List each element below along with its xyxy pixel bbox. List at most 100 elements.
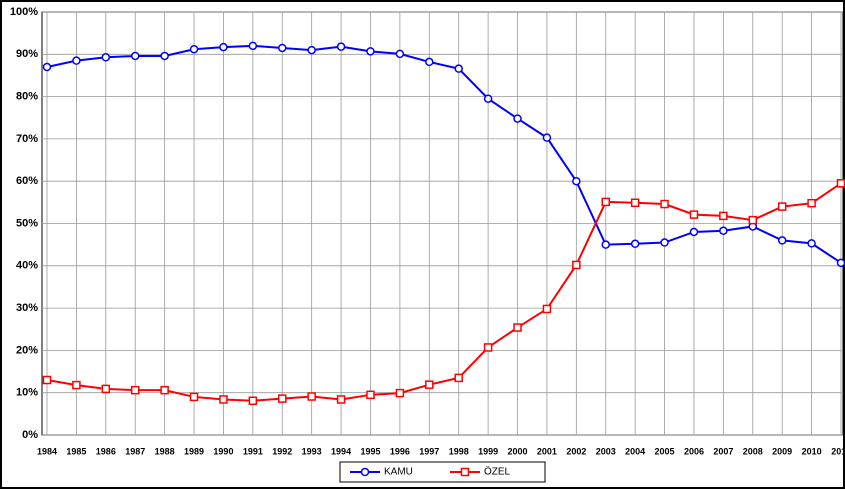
x-tick-label: 1986 bbox=[96, 446, 116, 456]
point bbox=[278, 394, 287, 403]
point bbox=[307, 392, 316, 401]
x-tick-label: 1992 bbox=[272, 446, 292, 456]
point bbox=[748, 215, 758, 225]
y-tick-label: 60% bbox=[16, 175, 38, 187]
point bbox=[307, 45, 316, 55]
legend-label: KAMU bbox=[384, 467, 413, 478]
x-tick-label: 2006 bbox=[684, 446, 704, 456]
point bbox=[72, 380, 81, 390]
y-tick-label: 30% bbox=[16, 302, 38, 314]
legend-marker bbox=[460, 467, 470, 477]
legend-label: ÖZEL bbox=[484, 466, 511, 478]
y-tick-label: 20% bbox=[16, 344, 38, 356]
point bbox=[836, 258, 845, 268]
x-tick-label: 2003 bbox=[596, 446, 616, 456]
point bbox=[601, 240, 610, 249]
x-tick-label: 2005 bbox=[655, 446, 675, 456]
point bbox=[130, 51, 140, 61]
point bbox=[366, 47, 375, 56]
point bbox=[777, 236, 787, 245]
x-tick-label: 1988 bbox=[155, 446, 175, 456]
point bbox=[160, 51, 169, 61]
x-tick-label: 2011 bbox=[831, 446, 845, 456]
x-tick-label: 1995 bbox=[360, 446, 380, 456]
point bbox=[248, 396, 258, 405]
x-tick-label: 1993 bbox=[302, 446, 322, 456]
x-tick-label: 1984 bbox=[37, 446, 57, 456]
point bbox=[101, 384, 111, 394]
y-tick-label: 50% bbox=[16, 217, 38, 229]
x-tick-label: 2002 bbox=[566, 446, 586, 456]
point bbox=[395, 49, 405, 59]
x-tick-label: 1989 bbox=[184, 446, 204, 456]
point bbox=[72, 56, 81, 65]
point bbox=[513, 114, 522, 123]
point bbox=[425, 57, 434, 67]
x-tick-label: 1991 bbox=[243, 446, 263, 456]
point bbox=[42, 62, 52, 72]
x-tick-label: 2004 bbox=[625, 446, 645, 456]
x-tick-label: 1997 bbox=[419, 446, 439, 456]
point bbox=[513, 323, 522, 332]
point bbox=[101, 53, 111, 62]
point bbox=[483, 94, 493, 103]
point bbox=[189, 392, 199, 402]
x-tick-label: 2001 bbox=[537, 446, 557, 456]
x-tick-label: 1994 bbox=[331, 446, 351, 456]
x-tick-label: 1990 bbox=[213, 446, 233, 456]
point bbox=[572, 176, 581, 186]
x-tick-label: 2009 bbox=[772, 446, 792, 456]
x-tick-label: 1996 bbox=[390, 446, 410, 456]
y-tick-label: 90% bbox=[16, 48, 38, 60]
point bbox=[336, 395, 346, 404]
point bbox=[719, 211, 728, 221]
x-tick-label: 1985 bbox=[66, 446, 86, 456]
point bbox=[189, 44, 199, 54]
y-tick-label: 100% bbox=[10, 6, 38, 18]
point bbox=[807, 239, 816, 248]
point bbox=[160, 385, 169, 395]
point bbox=[542, 133, 552, 142]
point bbox=[660, 238, 669, 247]
point bbox=[719, 226, 728, 235]
point bbox=[395, 388, 405, 398]
point bbox=[807, 198, 816, 208]
series-line bbox=[46, 44, 842, 264]
x-tick-label: 2007 bbox=[713, 446, 733, 456]
x-tick-label: 2010 bbox=[802, 446, 822, 456]
x-tick-label: 2000 bbox=[508, 446, 528, 456]
series-line bbox=[46, 182, 842, 402]
point bbox=[777, 202, 787, 211]
point bbox=[542, 304, 552, 314]
point bbox=[278, 43, 287, 53]
point bbox=[483, 343, 493, 352]
y-tick-label: 80% bbox=[16, 91, 38, 103]
point bbox=[425, 380, 434, 389]
point bbox=[689, 210, 699, 219]
x-tick-label: 1999 bbox=[478, 446, 498, 456]
point bbox=[336, 42, 346, 51]
point bbox=[572, 260, 581, 270]
point bbox=[42, 375, 52, 385]
point bbox=[219, 395, 228, 404]
point bbox=[248, 41, 258, 51]
y-tick-label: 40% bbox=[16, 260, 38, 272]
point bbox=[366, 390, 375, 400]
legend-marker bbox=[360, 467, 370, 477]
x-tick-label: 1998 bbox=[449, 446, 469, 456]
point bbox=[219, 42, 228, 52]
point bbox=[836, 179, 845, 188]
point bbox=[689, 227, 699, 237]
legend bbox=[339, 461, 546, 483]
x-tick-label: 2008 bbox=[743, 446, 763, 456]
y-tick-label: 70% bbox=[16, 133, 38, 145]
point bbox=[130, 385, 140, 395]
x-tick-label: 1987 bbox=[125, 446, 145, 456]
point bbox=[660, 199, 669, 209]
point bbox=[630, 198, 640, 208]
point bbox=[454, 373, 463, 383]
point bbox=[454, 64, 463, 73]
point bbox=[630, 239, 640, 249]
point bbox=[601, 197, 610, 207]
